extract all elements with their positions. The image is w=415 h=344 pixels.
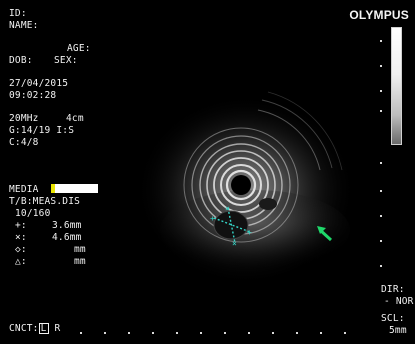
name-label: NAME: bbox=[9, 20, 39, 31]
contrast-setting: C:4/8 bbox=[9, 137, 39, 148]
depth: 4cm bbox=[66, 113, 84, 124]
measure-mode: T/B:MEAS.DIS bbox=[9, 196, 81, 207]
exam-date: 27/04/2015 bbox=[9, 78, 69, 89]
brand-logo: OLYMPUS bbox=[349, 8, 409, 22]
svg-text:×: × bbox=[232, 239, 237, 248]
svg-text:+: + bbox=[247, 228, 252, 237]
media-label: MEDIA bbox=[9, 184, 39, 195]
age-label: AGE: bbox=[67, 43, 91, 54]
lower-tissue bbox=[160, 190, 350, 270]
measure-count: 10/160 bbox=[15, 208, 51, 219]
measure-plus-symbol: +: bbox=[15, 220, 27, 231]
measure-plus-value: 3.6mm bbox=[52, 220, 82, 231]
small-lesion bbox=[259, 198, 277, 210]
caliper-measurement bbox=[213, 207, 251, 244]
measure-diamond-value: mm bbox=[74, 244, 86, 255]
right-depth-ticks bbox=[380, 40, 382, 267]
scale-value: 5mm bbox=[389, 325, 407, 336]
bottom-depth-ticks bbox=[80, 332, 346, 334]
svg-text:×: × bbox=[225, 204, 230, 213]
direction-value: - NOR bbox=[384, 296, 414, 307]
id-label: ID: bbox=[9, 8, 27, 19]
measure-cross-value: 4.6mm bbox=[52, 232, 82, 243]
scale-label: SCL: bbox=[381, 313, 405, 324]
measure-triangle-symbol: △: bbox=[15, 256, 27, 267]
direction-label: DIR: bbox=[381, 284, 405, 295]
transducer-center bbox=[231, 175, 251, 195]
connection-box: L bbox=[38, 323, 49, 334]
green-arrow-marker bbox=[317, 226, 333, 242]
dob-label: DOB: bbox=[9, 55, 33, 66]
caliper-markers: + + × × bbox=[210, 204, 252, 248]
svg-text:+: + bbox=[210, 214, 215, 223]
measure-cross-symbol: ×: bbox=[15, 232, 27, 243]
gain-setting: G:14/19 I:S bbox=[9, 125, 75, 136]
connection-status: CNCT: L R bbox=[9, 323, 61, 334]
exam-time: 09:02:28 bbox=[9, 90, 57, 101]
media-capacity-bar bbox=[51, 184, 98, 193]
sex-label: SEX: bbox=[54, 55, 78, 66]
measure-triangle-value: mm bbox=[74, 256, 86, 267]
measure-diamond-symbol: ◇: bbox=[15, 244, 27, 255]
grayscale-bar bbox=[391, 27, 402, 145]
frequency: 20MHz bbox=[9, 113, 39, 124]
